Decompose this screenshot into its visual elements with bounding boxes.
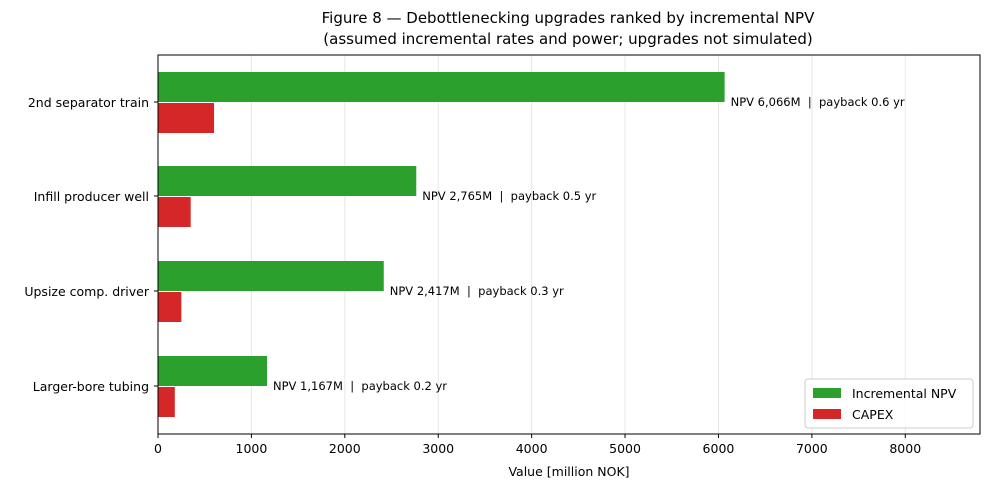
- chart-subtitle: (assumed incremental rates and power; up…: [323, 30, 812, 48]
- x-tick-label: 1000: [236, 441, 268, 456]
- category-label: Larger-bore tubing: [33, 379, 149, 394]
- data-labels: NPV 6,066M | payback 0.6 yr NPV 2,765M | …: [273, 95, 905, 393]
- x-tick-label: 7000: [796, 441, 828, 456]
- bar-incremental-npv: [158, 72, 725, 102]
- chart-title: Figure 8 — Debottlenecking upgrades rank…: [322, 9, 815, 27]
- x-tick-label: 4000: [516, 441, 548, 456]
- x-tick-label: 3000: [422, 441, 454, 456]
- grid: [157, 55, 906, 434]
- legend-box: [804, 378, 974, 429]
- category-label: Infill producer well: [34, 189, 149, 204]
- x-tick-label: 6000: [703, 441, 735, 456]
- legend-label: Incremental NPV: [852, 386, 957, 401]
- data-label: NPV 6,066M | payback 0.6 yr: [731, 95, 905, 109]
- data-label: NPV 1,167M | payback 0.2 yr: [273, 379, 447, 393]
- plot-frame: [157, 54, 981, 435]
- legend: Incremental NPV CAPEX: [804, 378, 974, 429]
- bar-capex: [158, 197, 191, 227]
- bar-capex: [158, 292, 182, 322]
- data-label: NPV 2,417M | payback 0.3 yr: [390, 284, 564, 298]
- data-label: NPV 2,765M | payback 0.5 yr: [422, 189, 596, 203]
- x-axis-label: Value [million NOK]: [508, 464, 629, 479]
- legend-label: CAPEX: [852, 407, 894, 422]
- x-tick-label: 0: [154, 441, 162, 456]
- bar-incremental-npv: [158, 261, 384, 291]
- x-axis: 0 1000 2000 3000 4000 5000 6000 7000 8000: [154, 434, 921, 456]
- x-tick-label: 8000: [889, 441, 921, 456]
- category-label: Upsize comp. driver: [24, 284, 150, 299]
- x-tick-label: 2000: [329, 441, 361, 456]
- bars: [158, 72, 725, 417]
- bar-incremental-npv: [158, 166, 417, 196]
- bar-incremental-npv: [158, 356, 268, 386]
- y-axis: 2nd separator train Infill producer well U…: [24, 95, 158, 394]
- bar-capex: [158, 387, 175, 417]
- category-label: 2nd separator train: [28, 95, 149, 110]
- x-tick-label: 5000: [609, 441, 641, 456]
- legend-swatch: [813, 388, 841, 398]
- bar-capex: [158, 103, 215, 133]
- legend-swatch: [813, 409, 841, 419]
